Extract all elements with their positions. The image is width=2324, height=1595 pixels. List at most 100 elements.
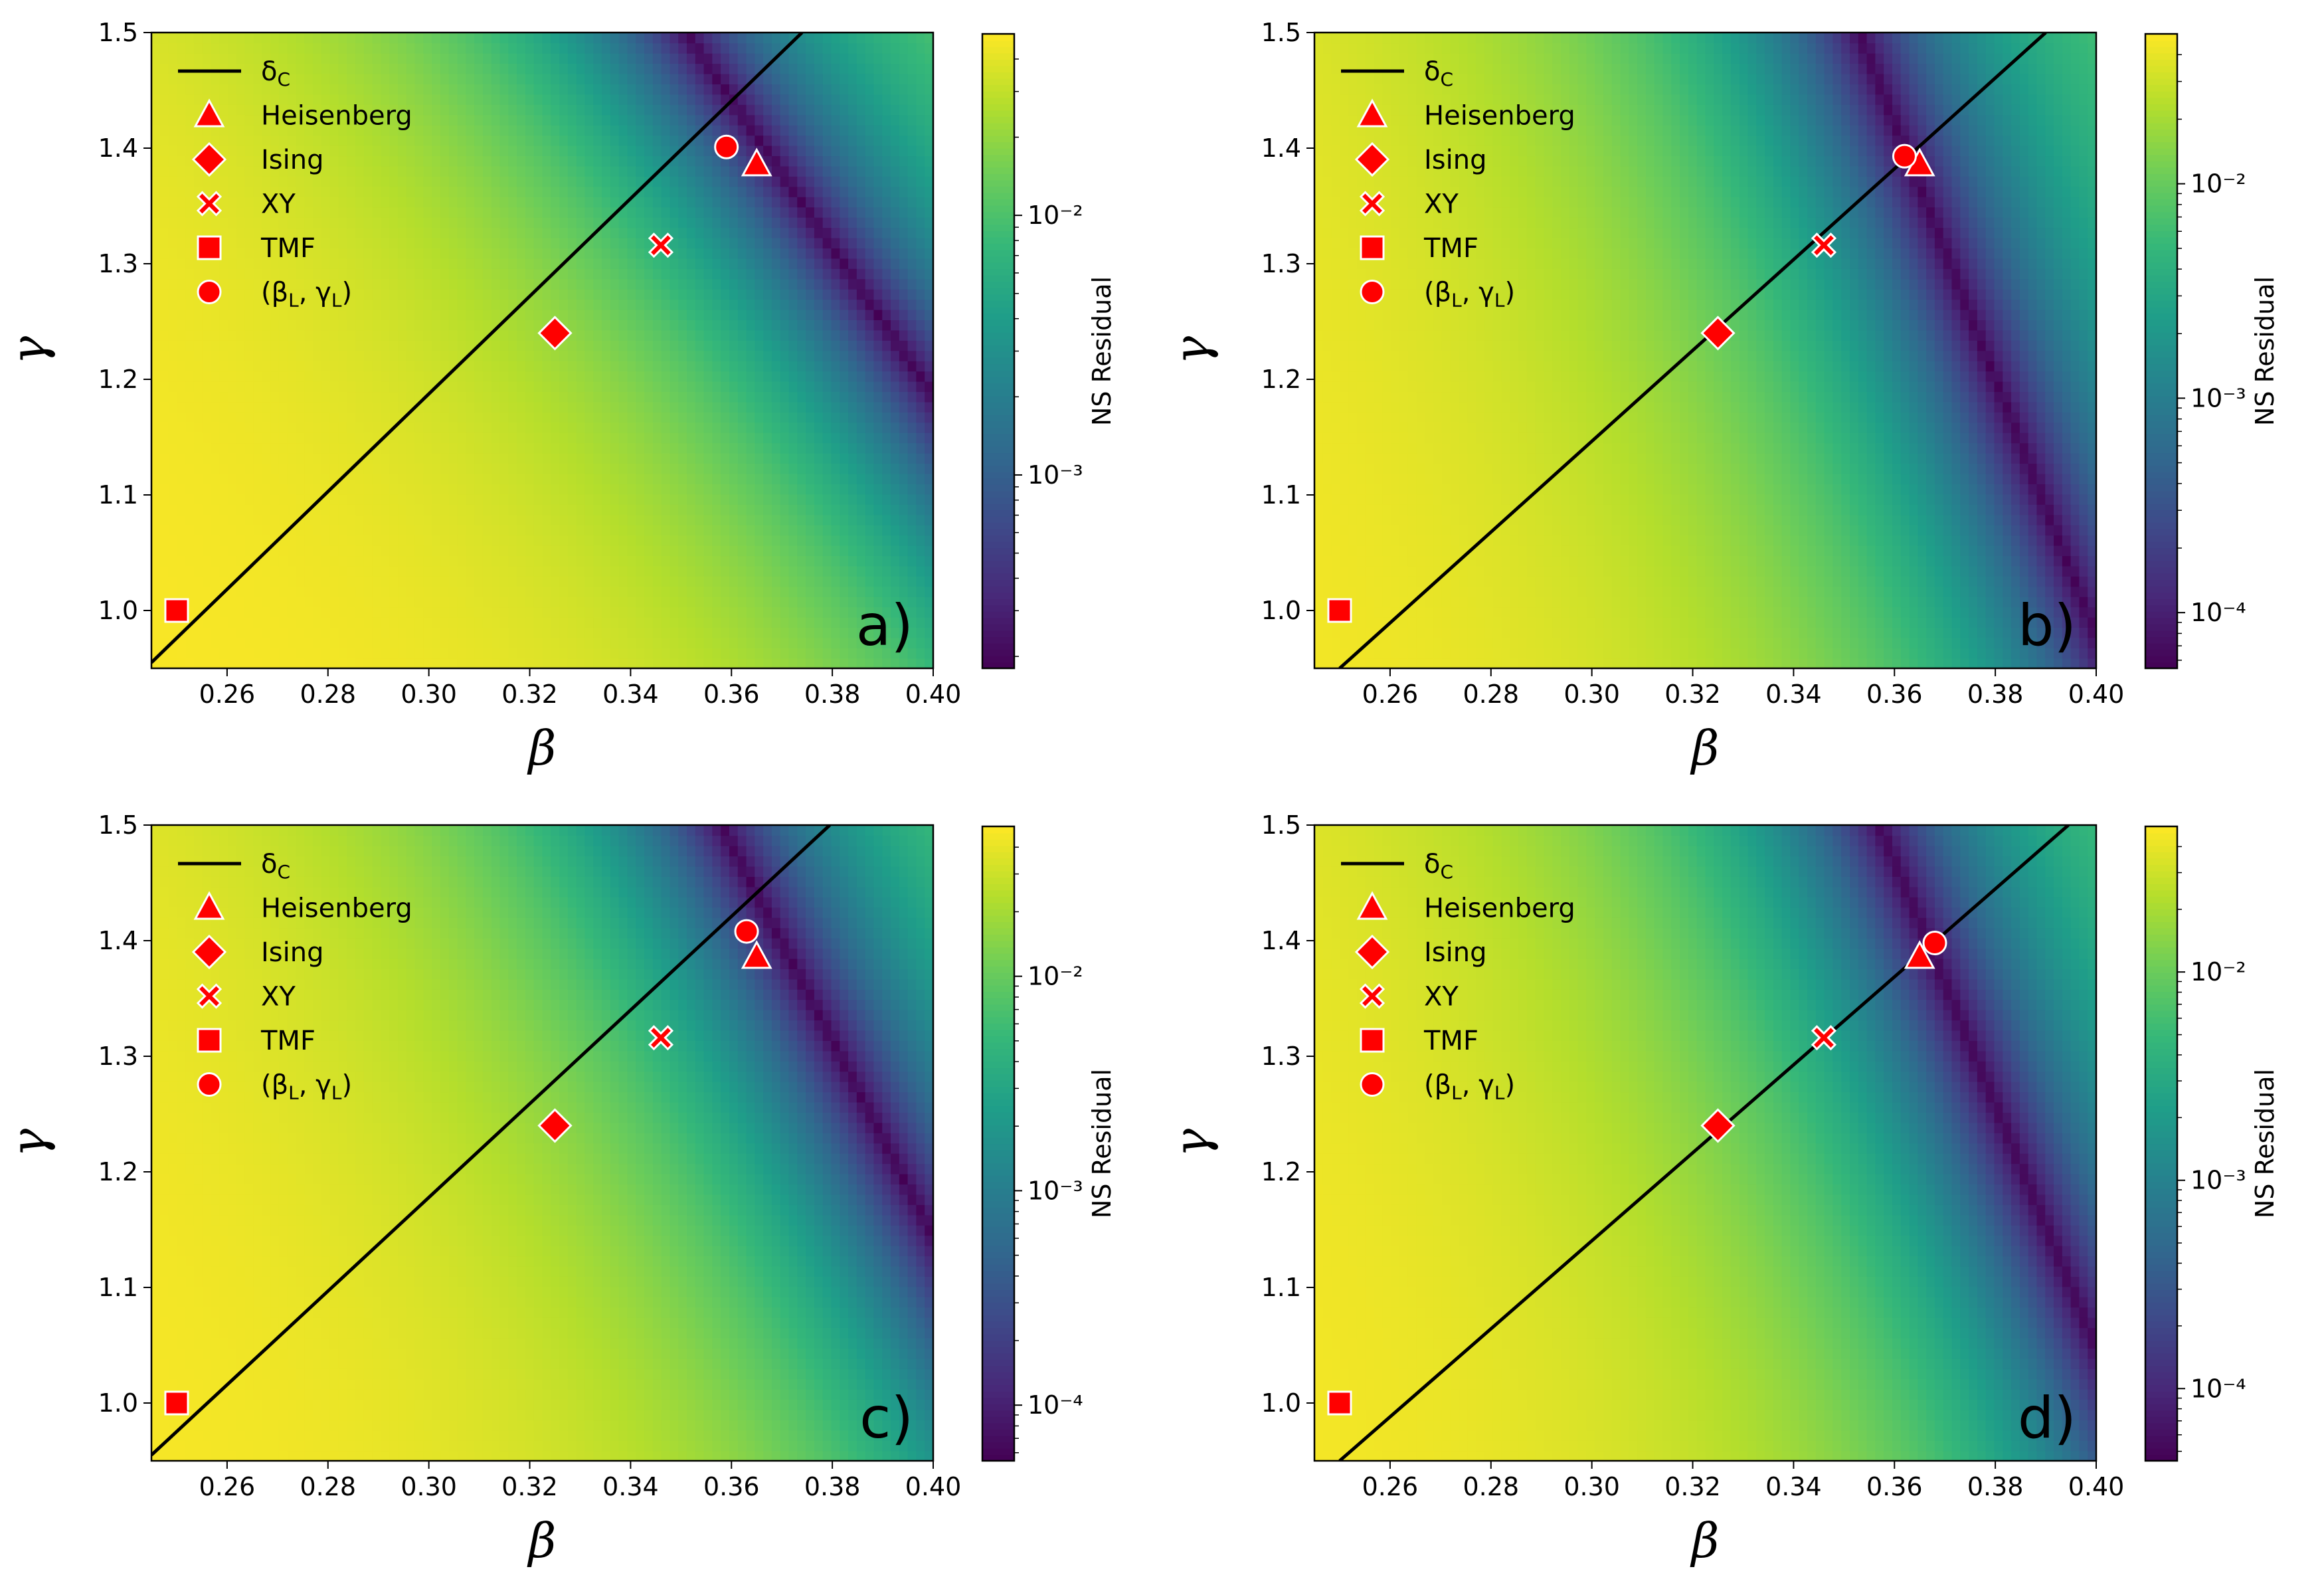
heatmap-cell [899,381,909,393]
heatmap-cell [321,514,331,525]
heatmap-cell [228,329,237,341]
heatmap-cell [296,207,306,218]
heatmap-cell [788,452,798,464]
heatmap-cell [695,381,705,393]
heatmap-cell [440,607,450,618]
heatmap-cell [797,155,806,167]
heatmap-cell [499,196,509,208]
heatmap-cell [806,586,815,597]
heatmap-cell [432,607,441,618]
heatmap-cell [202,627,212,638]
heatmap-cell [329,124,339,136]
heatmap-cell [278,627,288,638]
heatmap-cell [806,535,815,546]
heatmap-cell [159,114,169,126]
heatmap-cell [202,432,212,444]
heatmap-cell [244,124,254,136]
heatmap-cell [873,586,883,597]
heatmap-cell [499,422,509,433]
heatmap-cell [848,248,857,259]
heatmap-cell [627,658,637,668]
heatmap-cell [517,135,526,146]
heatmap-cell [202,452,212,464]
heatmap-cell [831,124,841,136]
heatmap-cell [551,463,560,474]
heatmap-cell [602,442,611,454]
heatmap-cell [228,565,237,577]
heatmap-cell [296,391,306,403]
heatmap-cell [474,278,484,290]
heatmap-cell [763,401,772,413]
heatmap-cell [652,309,662,320]
heatmap-cell [822,586,832,597]
heatmap-cell [151,535,161,546]
heatmap-cell [278,340,288,351]
heatmap-cell [780,463,790,474]
heatmap-cell [542,186,552,197]
heatmap-cell [432,196,441,208]
heatmap-cell [321,658,331,668]
heatmap-cell [321,155,331,167]
heatmap-cell [925,637,933,648]
heatmap-cell [423,124,432,136]
heatmap-cell [270,278,280,290]
heatmap-cell [363,329,373,341]
heatmap-cell [270,637,280,648]
heatmap-cell [329,258,339,269]
heatmap-cell [508,452,517,464]
heatmap-cell [177,371,186,382]
heatmap-cell [406,165,416,177]
heatmap-cell [236,145,246,157]
heatmap-cell [482,176,492,187]
heatmap-cell [278,237,288,248]
heatmap-cell [873,237,883,248]
heatmap-cell [389,576,399,587]
heatmap-cell [423,504,432,516]
heatmap-cell [517,196,526,208]
heatmap-cell [262,329,271,341]
heatmap-cell [737,381,747,393]
heatmap-cell [508,227,517,238]
heatmap-cell [806,165,815,177]
heatmap-cell [686,576,696,587]
heatmap-cell [652,207,662,218]
heatmap-cell [746,637,756,648]
heatmap-cell [763,217,772,229]
heatmap-cell [313,658,322,668]
heatmap-cell [814,422,824,433]
heatmap-cell [814,227,824,238]
heatmap-cell [712,535,721,546]
heatmap-cell [891,442,900,454]
heatmap-cell [193,104,203,116]
heatmap-cell [432,616,441,628]
heatmap-cell [202,309,212,320]
heatmap-cell [576,320,586,331]
heatmap-cell [525,607,535,618]
heatmap-cell [525,320,535,331]
heatmap-cell [797,524,806,536]
heatmap-cell [474,658,484,668]
heatmap-cell [542,514,552,525]
heatmap-cell [746,524,756,536]
heatmap-cell [763,422,772,433]
heatmap-cell [372,176,382,187]
heatmap-cell [508,320,517,331]
heatmap-cell [398,576,407,587]
heatmap-cell [219,627,228,638]
heatmap-cell [831,248,841,259]
heatmap-cell [372,350,382,361]
heatmap-cell [542,473,552,484]
heatmap-cell [398,484,407,495]
heatmap-cell [491,237,501,248]
heatmap-cell [652,432,662,444]
heatmap-cell [686,545,696,557]
heatmap-cell [551,607,560,618]
heatmap-cell [517,227,526,238]
heatmap-cell [508,504,517,516]
heatmap-cell [848,288,857,300]
heatmap-cell [618,278,628,290]
heatmap-cell [296,432,306,444]
heatmap-cell [491,350,501,361]
heatmap-cell [177,658,186,668]
heatmap-cell [661,309,671,320]
